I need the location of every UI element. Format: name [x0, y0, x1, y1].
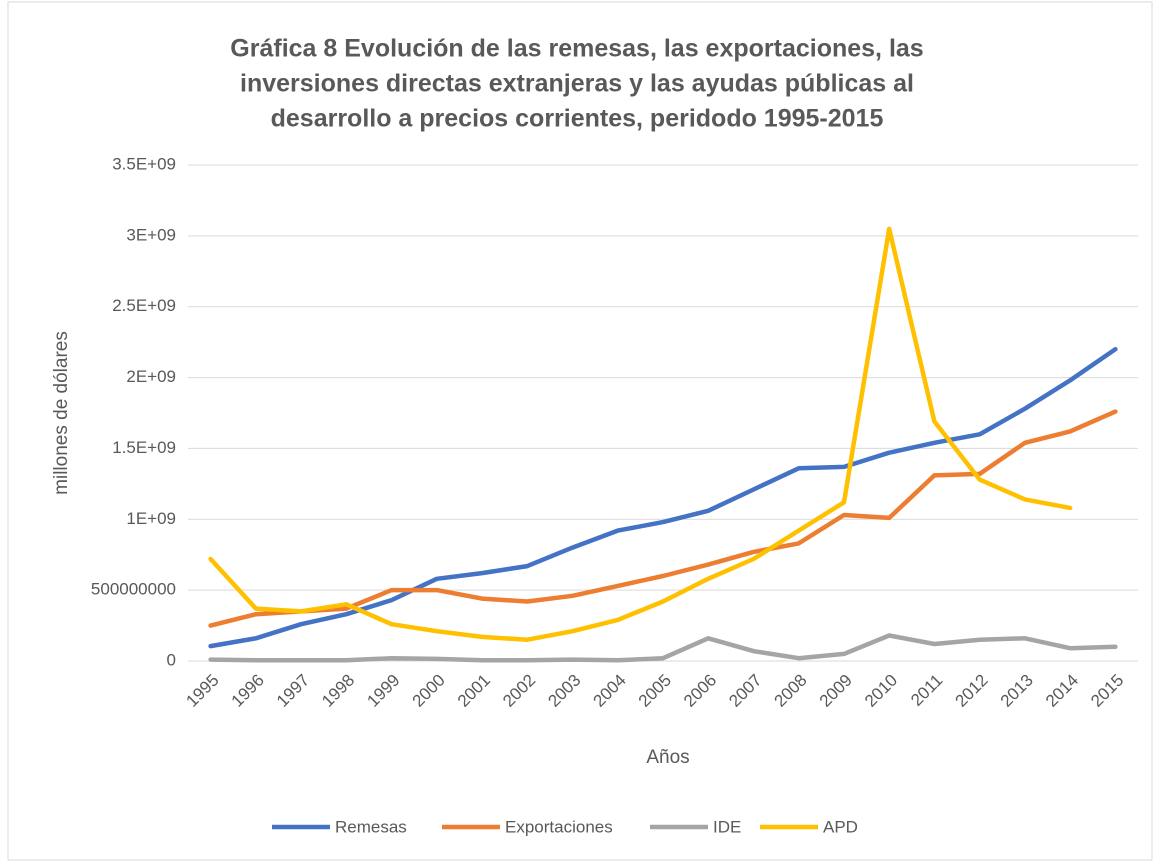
y-tick-label: 2.5E+09 [112, 296, 176, 315]
chart-border [7, 1, 1153, 861]
series-line [208, 633, 1118, 663]
legend-label: Exportaciones [505, 817, 613, 836]
y-tick-label: 1.5E+09 [112, 438, 176, 457]
y-tick-label: 1E+09 [126, 509, 176, 528]
chart-title-line: desarrollo a precios corrientes, peridod… [271, 105, 884, 133]
y-tick-label: 500000000 [91, 580, 176, 599]
chart-title-line: Gráfica 8 Evolución de las remesas, las … [230, 35, 923, 63]
chart-title-line: inversiones directas extranjeras y las a… [240, 70, 914, 98]
legend-label: Remesas [335, 817, 407, 836]
y-tick-label: 0 [167, 650, 176, 669]
series-line [208, 226, 1073, 642]
y-tick-label: 3.5E+09 [112, 154, 176, 173]
series-line [208, 409, 1118, 628]
y-axis-title: millones de dólares [51, 331, 72, 495]
y-tick-label: 2E+09 [126, 367, 176, 386]
x-axis-title: Años [646, 747, 689, 768]
legend-label: APD [823, 817, 858, 836]
y-tick-label: 3E+09 [126, 225, 176, 244]
legend-label: IDE [713, 817, 741, 836]
